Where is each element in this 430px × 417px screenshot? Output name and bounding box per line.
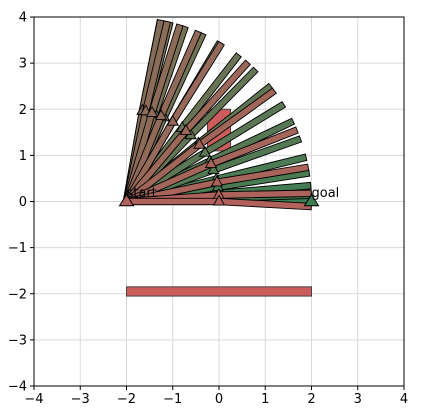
joint-marker <box>207 163 220 174</box>
x-tick-label: 0 <box>215 392 223 407</box>
x-tick-label: 2 <box>307 392 315 407</box>
joint-marker <box>154 109 168 121</box>
joint-marker <box>204 157 218 169</box>
y-tick-label: −3 <box>8 333 27 348</box>
joint-marker <box>198 145 212 157</box>
joint-marker <box>193 137 206 149</box>
y-tick-label: 1 <box>19 149 27 164</box>
x-tick-label: 3 <box>354 392 362 407</box>
y-tick-label: 4 <box>19 11 27 26</box>
arm-configurations <box>118 18 320 211</box>
arm-link <box>218 189 312 199</box>
y-tick-label: 2 <box>19 103 27 118</box>
y-tick-label: −2 <box>8 287 27 302</box>
x-tick-label: −4 <box>24 392 43 407</box>
x-tick-label: 4 <box>400 392 408 407</box>
obstacle <box>126 286 312 297</box>
axes-frame <box>33 16 405 387</box>
joint-marker <box>145 105 159 117</box>
joint-marker <box>210 175 224 187</box>
x-tick-label: −1 <box>163 392 182 407</box>
x-tick-label: −2 <box>117 392 136 407</box>
y-tick-label: 0 <box>19 195 27 210</box>
y-tick-label: −4 <box>8 380 27 395</box>
x-tick-label: −3 <box>71 392 90 407</box>
y-tick-label: 3 <box>19 57 27 72</box>
x-tick-label: 1 <box>261 392 269 407</box>
joint-marker <box>179 123 193 135</box>
goal-annotation: goal <box>312 186 340 201</box>
joint-marker <box>166 114 179 126</box>
start-marker <box>118 193 135 207</box>
ticks: −4 −3 −2 −1 0 1 2 3 4 −4 −3 −2 −1 0 1 2 3 4 <box>8 11 408 408</box>
start-annotation: start <box>127 186 157 201</box>
joint-marker <box>212 194 226 206</box>
goal-marker <box>303 193 320 207</box>
y-tick-label: −1 <box>8 241 27 256</box>
